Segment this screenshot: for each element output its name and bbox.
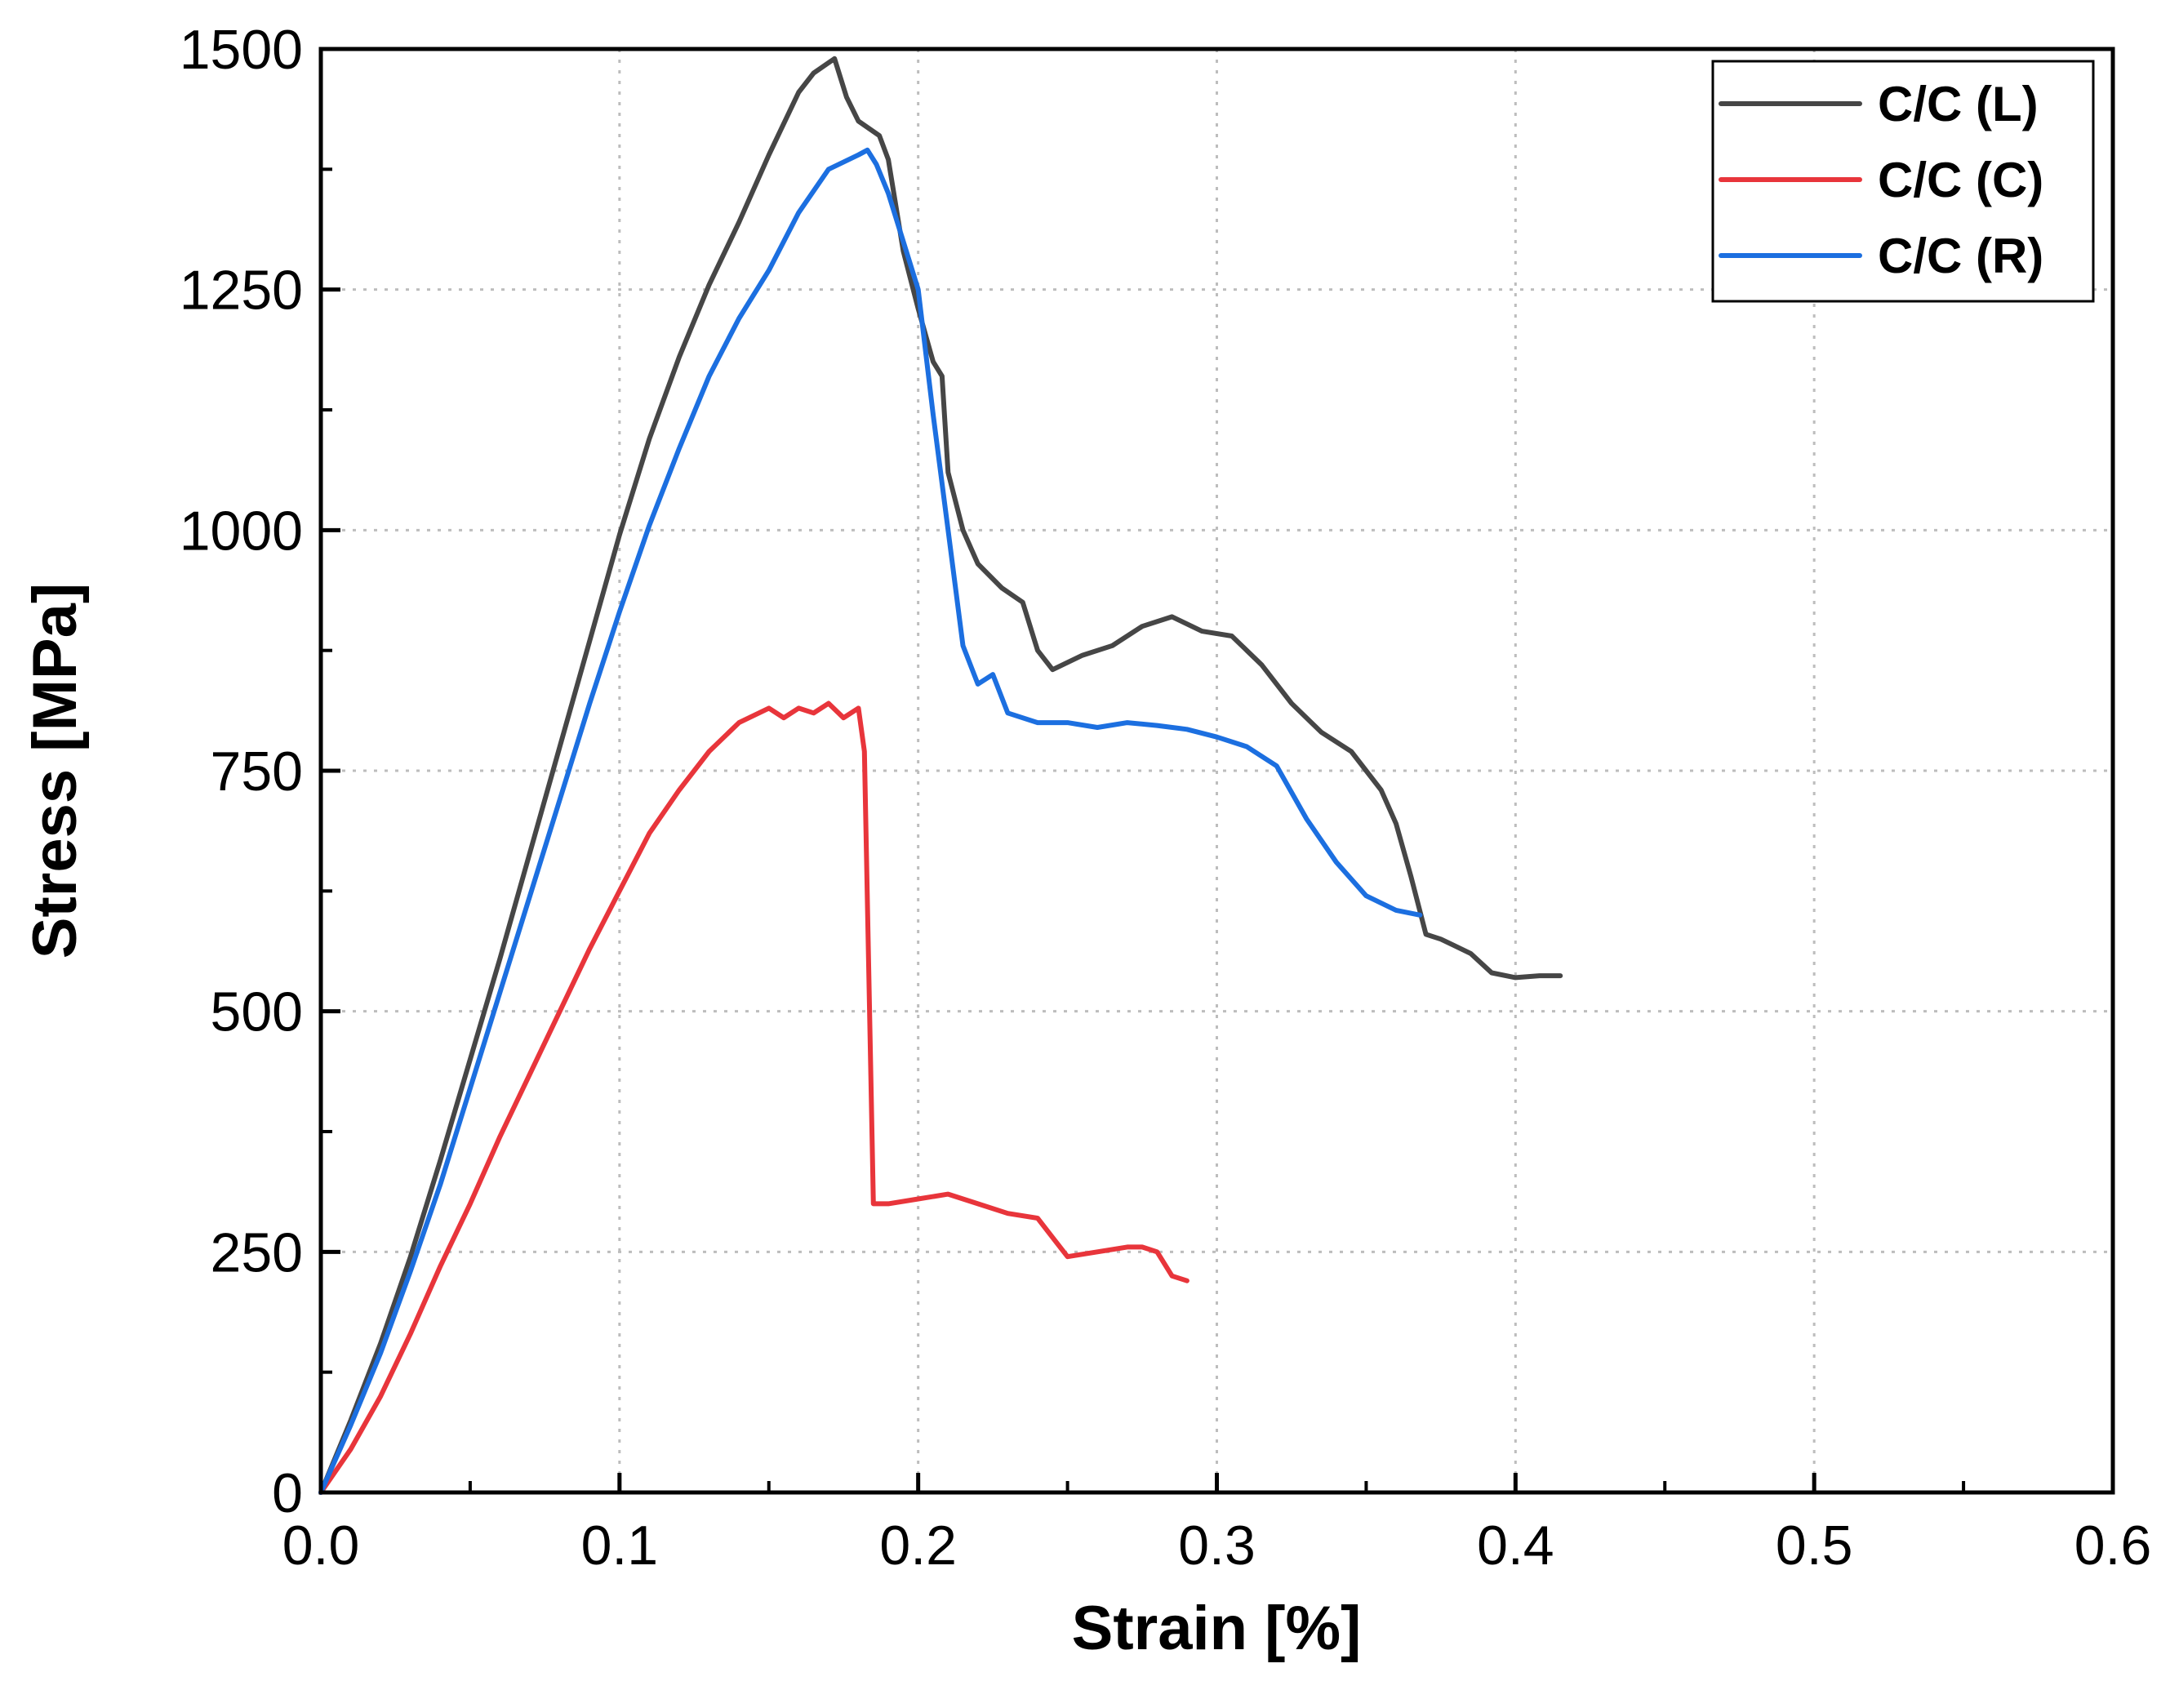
x-tick-label: 0.0 (282, 1515, 360, 1577)
series-line-1 (318, 56, 1563, 1495)
plot-series (318, 56, 1563, 1495)
x-axis-title: Strain [%] (1072, 1594, 1362, 1663)
y-tick-label: 1500 (180, 19, 303, 81)
x-tick-label: 0.2 (879, 1515, 957, 1577)
axis-ticks (318, 47, 2115, 1495)
y-tick-label: 0 (272, 1462, 303, 1524)
x-tick-label: 0.3 (1178, 1515, 1256, 1577)
y-tick-label: 1250 (180, 260, 303, 322)
y-tick-label: 250 (211, 1221, 303, 1283)
gridlines (321, 49, 2113, 1492)
x-tick-label: 0.1 (581, 1515, 659, 1577)
y-axis-title: Stress [MPa] (20, 583, 90, 959)
y-tick-label: 750 (211, 741, 303, 803)
y-tick-label: 1000 (180, 500, 303, 562)
x-tick-label: 0.4 (1477, 1515, 1554, 1577)
legend-label-2: C/C (C) (1878, 153, 2043, 207)
x-tick-label: 0.5 (1776, 1515, 1853, 1577)
x-tick-label: 0.6 (2074, 1515, 2152, 1577)
series-line-2 (318, 701, 1189, 1495)
tick-labels: 0.0 0.1 0.2 0.3 0.4 0.5 0.6 0 250 500 750 1000 1250 1… (180, 19, 2152, 1577)
y-tick-label: 500 (211, 981, 303, 1043)
legend-label-1: C/C (L) (1878, 77, 2039, 131)
legend-label-3: C/C (R) (1878, 229, 2043, 283)
legend: C/C (L) C/C (C) C/C (R) (1711, 60, 2095, 303)
series-line-3 (318, 147, 1423, 1495)
